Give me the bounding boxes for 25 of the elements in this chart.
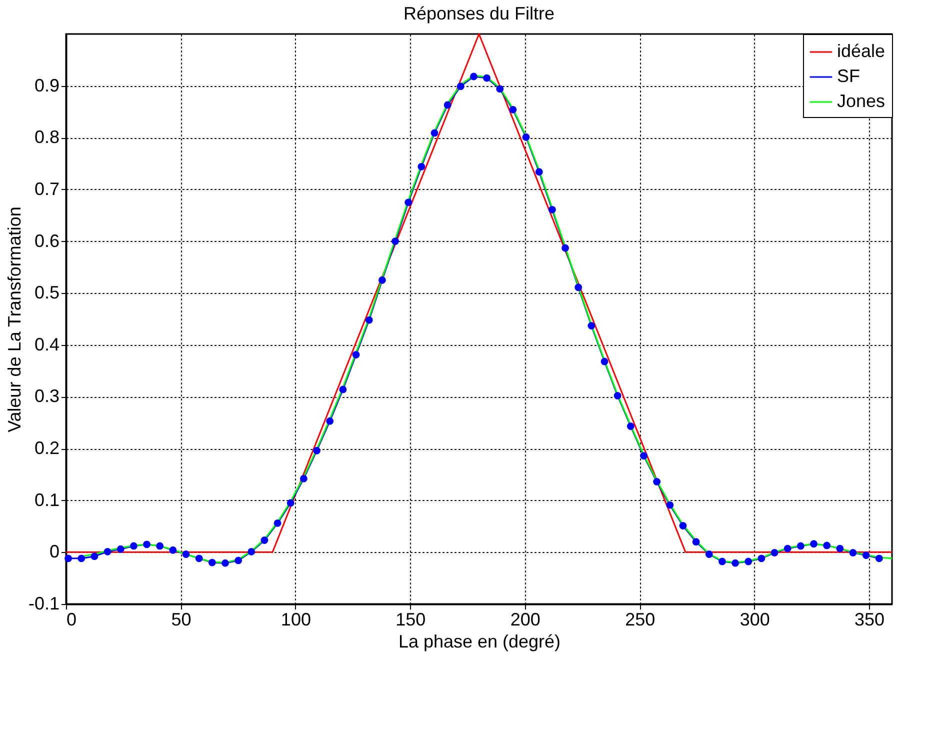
legend-label: Jones [837, 91, 886, 111]
legend-label: idéale [837, 41, 886, 61]
x-tick-label: 0 [66, 610, 77, 630]
y-axis-title: Valeur de La Transformation [4, 206, 24, 432]
y-tick-label: 0 [49, 542, 60, 562]
y-tick-label: 0.7 [34, 178, 60, 199]
y-tick-label: 0.6 [34, 230, 60, 251]
legend-label: SF [837, 66, 860, 86]
x-tick-label: 350 [854, 610, 885, 630]
x-axis-title: La phase en (degré) [398, 632, 561, 652]
y-tick-label: 0.9 [34, 75, 60, 96]
chart-title: Réponses du Filtre [403, 3, 555, 24]
x-tick-label: 250 [625, 610, 656, 630]
y-tick-label: 0.2 [34, 438, 60, 458]
y-tick-label: 0.1 [34, 490, 60, 510]
x-tick-label: 100 [280, 610, 311, 630]
x-tick-label: 300 [740, 610, 770, 630]
y-tick-label: 0.4 [34, 334, 60, 354]
x-tick-label: 50 [171, 610, 192, 630]
x-tick-label: 150 [396, 610, 426, 630]
y-tick-label: -0.1 [28, 594, 60, 614]
y-tick-label: 0.5 [34, 282, 60, 303]
y-tick-label: 0.3 [34, 386, 60, 406]
y-tick-label: 0.8 [34, 127, 60, 148]
x-tick-label: 200 [510, 610, 540, 630]
